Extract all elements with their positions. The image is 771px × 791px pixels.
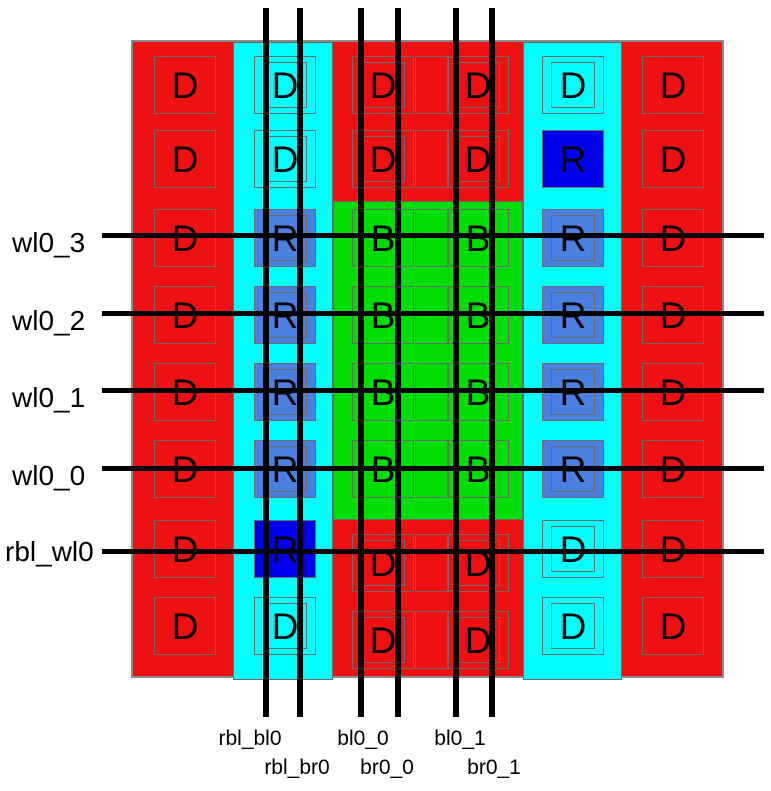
array-cell-r1c6: D: [642, 56, 704, 114]
cell-letter: D: [559, 64, 587, 106]
array-cell-r3c5: R: [542, 209, 604, 267]
cell-letter: R: [559, 217, 587, 259]
array-cell-r8c6: D: [642, 597, 704, 655]
array-cell-r2c1: D: [154, 130, 216, 188]
bitline-label-rbl_bl0: rbl_bl0: [218, 727, 282, 750]
array-cell-r3c1: D: [154, 209, 216, 267]
cell-inner-outline: [551, 603, 595, 649]
array-cell-r1c1: D: [154, 56, 216, 114]
tap-strap-outline-row2: [415, 130, 449, 188]
cell-letter: D: [369, 64, 397, 106]
cell-letter: D: [659, 138, 687, 180]
cell-inner-outline: [551, 215, 595, 261]
cell-letter: D: [271, 64, 299, 106]
array-cell-r1c5: D: [542, 56, 604, 114]
wordline-label-wl0_0: wl0_0: [12, 460, 86, 491]
bitline-rbl_br0: [297, 8, 303, 717]
tap-strap-outline-row1: [415, 56, 449, 114]
cell-letter: D: [171, 217, 199, 259]
tap-strap-outline-row3: [415, 209, 449, 267]
bitline-rbl_bl0: [263, 8, 269, 717]
cell-letter: D: [171, 64, 199, 106]
bitline-label-bl0_0: bl0_0: [337, 727, 389, 750]
array-cell-r3c6: D: [642, 209, 704, 267]
cell-letter: D: [369, 619, 397, 661]
wordline-wl0_0: [102, 466, 764, 471]
array-cell-r2c5: R: [542, 130, 604, 188]
cell-letter: R: [559, 138, 587, 180]
wordline-label-wl0_2: wl0_2: [12, 305, 86, 336]
cell-letter: D: [659, 64, 687, 106]
cell-letter: D: [659, 605, 687, 647]
bitline-bl0_0: [358, 8, 364, 717]
array-cell-r8c5: D: [542, 597, 604, 655]
array-background: DDDDDDDDDDRDDRBBRDDRBBRDDRBBRDDRBBRDDRDD…: [131, 40, 724, 680]
cell-letter: D: [464, 64, 492, 106]
cell-letter: B: [465, 217, 491, 259]
wordline-label-wl0_1: wl0_1: [12, 382, 86, 413]
wordline-wl0_1: [102, 388, 764, 393]
bitline-label-bl0_1: bl0_1: [434, 727, 486, 750]
cell-letter: R: [271, 217, 299, 259]
cell-letter: D: [171, 605, 199, 647]
wordline-label-rbl_wl0: rbl_wl0: [5, 536, 94, 567]
cell-letter: D: [559, 605, 587, 647]
cell-letter: D: [171, 138, 199, 180]
cell-inner-outline: [551, 62, 595, 108]
tap-strap-outline-row8: [415, 611, 449, 669]
array-cell-r2c6: D: [642, 130, 704, 188]
cell-letter: D: [464, 619, 492, 661]
bitline-br0_0: [395, 8, 401, 717]
bitline-br0_1: [489, 8, 495, 717]
wordline-wl0_3: [102, 233, 764, 238]
cell-letter: D: [271, 138, 299, 180]
bitline-label-rbl_br0: rbl_br0: [264, 756, 330, 779]
cell-letter: D: [369, 138, 397, 180]
cell-letter: D: [271, 605, 299, 647]
wordline-wl0_2: [102, 311, 764, 316]
bitline-label-br0_0: br0_0: [360, 756, 414, 779]
array-cell-r8c2: D: [254, 597, 316, 655]
cell-letter: D: [464, 138, 492, 180]
tap-strap-outline-row7: [415, 534, 449, 592]
bitline-bl0_1: [453, 8, 459, 717]
cell-letter: B: [370, 217, 396, 259]
array-cell-r8c1: D: [154, 597, 216, 655]
cell-letter: D: [659, 217, 687, 259]
wordline-rbl_wl0: [102, 549, 764, 554]
bitline-label-br0_1: br0_1: [467, 756, 521, 779]
wordline-label-wl0_3: wl0_3: [12, 227, 86, 258]
